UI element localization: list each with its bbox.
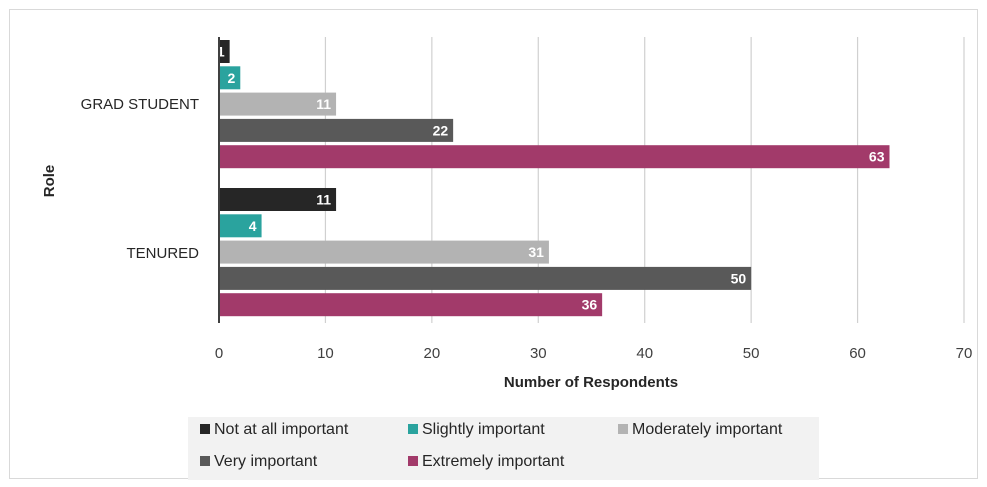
legend-label: Extremely important xyxy=(422,453,565,470)
legend-swatch xyxy=(618,424,628,434)
bar xyxy=(220,267,751,290)
x-tick-label: 30 xyxy=(530,345,547,362)
legend-swatch xyxy=(408,424,418,434)
category-label: TENURED xyxy=(126,245,199,262)
data-label: 31 xyxy=(528,244,544,260)
x-tick-label: 70 xyxy=(956,345,973,362)
legend-label: Moderately important xyxy=(632,421,783,438)
data-label: 36 xyxy=(582,297,598,313)
bar xyxy=(220,241,549,264)
y-axis-title: Role xyxy=(41,165,58,198)
data-label: 4 xyxy=(249,218,257,234)
x-tick-label: 10 xyxy=(317,345,334,362)
x-tick-label: 50 xyxy=(743,345,760,362)
data-label: 22 xyxy=(433,122,449,138)
legend-swatch xyxy=(200,456,210,466)
legend-swatch xyxy=(200,424,210,434)
legend-label: Very important xyxy=(214,453,318,470)
x-tick-label: 20 xyxy=(424,345,441,362)
legend-label: Not at all important xyxy=(214,421,349,438)
data-label: 50 xyxy=(731,270,747,286)
bar xyxy=(220,119,453,142)
category-label: GRAD STUDENT xyxy=(81,96,199,113)
legend-swatch xyxy=(408,456,418,466)
data-label: 11 xyxy=(316,192,331,208)
legend-label: Slightly important xyxy=(422,421,545,438)
x-tick-label: 0 xyxy=(215,345,223,362)
x-tick-label: 40 xyxy=(636,345,653,362)
data-label: 11 xyxy=(316,96,331,112)
bar xyxy=(220,293,602,316)
bar xyxy=(220,145,890,168)
x-tick-label: 60 xyxy=(849,345,866,362)
x-axis-title: Number of Respondents xyxy=(504,374,678,391)
data-label: 2 xyxy=(227,70,235,86)
data-label: 63 xyxy=(869,149,885,165)
